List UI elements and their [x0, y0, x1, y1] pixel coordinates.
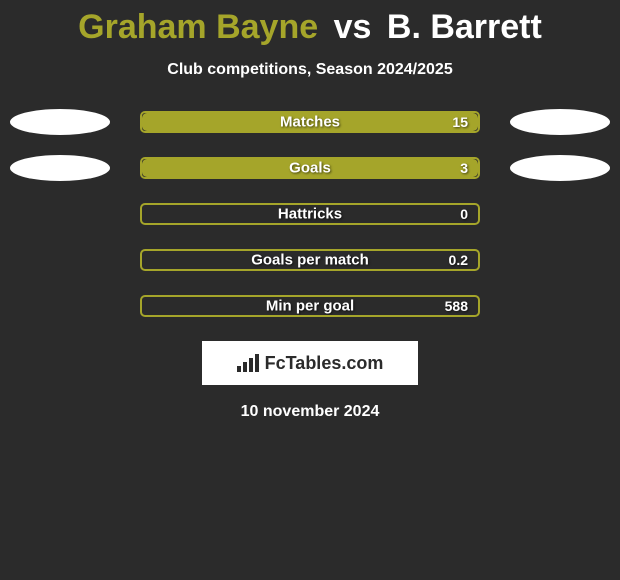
player1-marker-empty	[10, 247, 110, 273]
player2-marker-empty	[510, 201, 610, 227]
player2-marker	[510, 109, 610, 135]
stat-label: Matches	[280, 114, 340, 131]
stat-row: Goals 3	[0, 157, 620, 179]
player2-name: B. Barrett	[387, 8, 542, 46]
player1-marker	[10, 155, 110, 181]
stat-label: Min per goal	[266, 298, 354, 315]
stat-row: Hattricks 0	[0, 203, 620, 225]
player2-marker-empty	[510, 293, 610, 319]
stat-bar-track: Goals per match 0.2	[140, 249, 480, 271]
stat-value: 0.2	[449, 252, 468, 268]
player2-marker	[510, 155, 610, 181]
footer-date: 10 november 2024	[0, 403, 620, 421]
stat-bar-track: Hattricks 0	[140, 203, 480, 225]
stat-label: Hattricks	[278, 206, 342, 223]
stat-label: Goals per match	[251, 252, 369, 269]
player2-marker-empty	[510, 247, 610, 273]
stat-value: 0	[460, 206, 468, 222]
stat-row: Matches 15	[0, 111, 620, 133]
stat-row: Goals per match 0.2	[0, 249, 620, 271]
stat-row: Min per goal 588	[0, 295, 620, 317]
stat-bar-track: Min per goal 588	[140, 295, 480, 317]
player1-name: Graham Bayne	[78, 8, 318, 46]
stat-bar-track: Goals 3	[140, 157, 480, 179]
comparison-title: Graham Bayne vs B. Barrett	[0, 0, 620, 47]
vs-label: vs	[334, 8, 372, 46]
logo-text: FcTables.com	[265, 353, 384, 374]
stat-value: 588	[445, 298, 468, 314]
player1-marker	[10, 109, 110, 135]
stats-chart: Matches 15 Goals 3 Hattricks 0 Goals per match…	[0, 111, 620, 317]
fctables-logo: FcTables.com	[202, 341, 418, 385]
stat-label: Goals	[289, 160, 331, 177]
subtitle: Club competitions, Season 2024/2025	[0, 61, 620, 79]
player1-marker-empty	[10, 293, 110, 319]
stat-bar-track: Matches 15	[140, 111, 480, 133]
player1-marker-empty	[10, 201, 110, 227]
stat-value: 15	[452, 114, 468, 130]
logo-bars-icon	[237, 354, 259, 372]
stat-value: 3	[460, 160, 468, 176]
